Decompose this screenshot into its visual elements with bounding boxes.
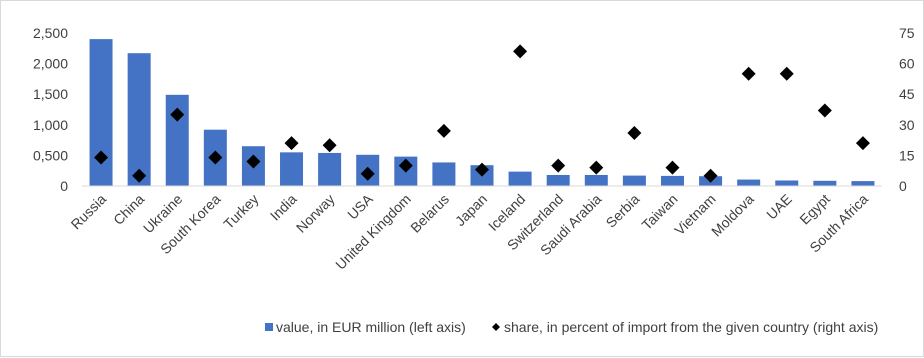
bar	[432, 162, 456, 186]
legend-diamond-swatch	[492, 323, 500, 331]
right-tick-label: 0	[899, 178, 907, 194]
right-tick-label: 15	[899, 147, 915, 163]
share-marker	[132, 168, 147, 183]
share-marker	[208, 150, 223, 165]
category-label: Belarus	[407, 191, 452, 236]
bar	[660, 175, 684, 186]
category-label: Serbia	[603, 191, 643, 231]
bar	[127, 53, 151, 187]
share-marker	[627, 125, 642, 140]
share-marker	[322, 138, 337, 153]
category-label: USA	[344, 190, 376, 222]
bar	[737, 179, 761, 186]
share-marker	[360, 166, 375, 181]
share-marker	[398, 158, 413, 173]
right-axis-ticks: 75 60 45 30 15 0	[899, 25, 915, 194]
category-label: UAE	[763, 191, 795, 223]
left-axis-ticks: 2,500 2,000 1,500 1,000 0,500 0	[33, 25, 68, 194]
left-tick-label: 2,500	[33, 25, 68, 41]
legend-bar-swatch	[265, 323, 273, 331]
right-tick-label: 60	[899, 56, 915, 72]
share-marker	[246, 154, 261, 169]
bar	[546, 174, 570, 186]
share-marker	[94, 150, 109, 165]
right-tick-label: 45	[899, 86, 915, 102]
share-marker	[703, 168, 718, 183]
share-marker	[551, 158, 566, 173]
share-marker	[436, 123, 451, 138]
share-marker	[817, 103, 832, 118]
bar	[318, 152, 342, 186]
share-marker	[589, 160, 604, 175]
category-label: India	[267, 191, 300, 224]
left-tick-label: 1,000	[33, 117, 68, 133]
left-tick-label: 1,500	[33, 86, 68, 102]
category-label: Norway	[293, 191, 338, 236]
legend-bar-label: value, in EUR million (left axis)	[276, 319, 466, 335]
category-label: Turkey	[220, 191, 261, 232]
share-marker	[779, 66, 794, 81]
bar	[165, 94, 189, 186]
bar	[584, 174, 608, 186]
bar	[280, 152, 304, 186]
share-marker	[513, 44, 528, 59]
right-tick-label: 75	[899, 25, 915, 41]
share-marker	[741, 66, 756, 81]
category-label: Russia	[68, 191, 110, 233]
left-tick-label: 2,000	[33, 56, 68, 72]
bar	[508, 171, 532, 186]
share-marker	[665, 160, 680, 175]
share-marker	[170, 107, 185, 122]
right-tick-label: 30	[899, 117, 915, 133]
left-tick-label: 0,500	[33, 147, 68, 163]
share-marker	[284, 136, 299, 151]
bar	[851, 181, 875, 186]
bar	[813, 180, 837, 186]
legend: value, in EUR million (left axis) share,…	[265, 319, 878, 335]
bar	[89, 39, 113, 187]
legend-diamond-label: share, in percent of import from the giv…	[504, 319, 878, 335]
share-marker	[475, 162, 489, 177]
bar	[622, 175, 646, 186]
left-tick-label: 0	[60, 178, 68, 194]
bar	[775, 180, 799, 186]
category-label: Moldova	[708, 191, 757, 240]
share-marker	[855, 136, 870, 151]
markers-layer	[94, 44, 870, 183]
